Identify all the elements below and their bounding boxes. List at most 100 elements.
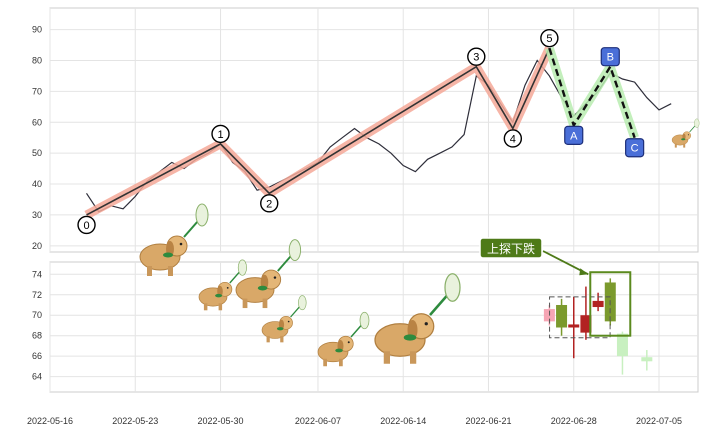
dog-eye — [347, 341, 350, 344]
dog-net-handle — [277, 255, 292, 272]
dog-leg — [323, 358, 327, 367]
wave-point-label: 1 — [217, 129, 223, 141]
dog-eye — [273, 276, 277, 279]
wave-point-circle — [260, 194, 279, 213]
wave-point-label: 2 — [266, 198, 272, 210]
dog-scarf — [403, 334, 417, 341]
wave-point-box — [600, 47, 620, 67]
dog-leg — [683, 143, 686, 148]
wave-point-label: 3 — [473, 52, 479, 64]
dog-scarf — [257, 285, 268, 291]
callout-box — [479, 237, 543, 259]
bottom-y-tick-label: 74 — [32, 269, 42, 279]
bottom-y-tick-label: 64 — [32, 372, 42, 382]
candle-body — [592, 300, 604, 308]
dog-leg — [410, 351, 417, 364]
dog-net-handle — [290, 306, 301, 318]
dog-leg — [218, 303, 223, 311]
x-tick-label: 2022-07-05 — [636, 416, 682, 426]
dog-net — [444, 273, 461, 302]
dog-leg — [280, 335, 284, 343]
decorative-dog-stickers — [139, 118, 700, 367]
impulse-wave-line — [86, 47, 551, 216]
callout: 上探下跌 — [479, 237, 543, 259]
wave-point-circle — [503, 129, 523, 148]
dog-net-handle — [229, 271, 241, 284]
x-tick-label: 2022-06-21 — [465, 416, 511, 426]
candle-body — [616, 333, 628, 357]
dog-eye — [226, 286, 229, 289]
dog-sticker-icon — [374, 273, 461, 364]
wave-point-circle — [467, 47, 486, 66]
dog-net-handle — [350, 324, 363, 338]
dog-leg — [203, 303, 208, 311]
dog-scarf — [335, 348, 343, 353]
candle-body — [568, 324, 580, 328]
bottom-panel: 64 66 68 70 72 74 — [32, 250, 699, 393]
dog-eye — [424, 322, 428, 326]
top-y-tick-label: 70 — [32, 86, 42, 96]
dog-leg — [339, 358, 343, 367]
bottom-panel-frame — [49, 261, 699, 393]
dog-net-handle — [183, 220, 199, 238]
wave-point-label: 0 — [83, 220, 89, 232]
dog-scarf — [163, 252, 173, 258]
x-tick-label: 2022-06-14 — [380, 416, 426, 426]
dog-net-handle — [689, 125, 696, 133]
wave-point-label: A — [570, 130, 578, 142]
top-y-tick-label: 50 — [32, 148, 42, 158]
x-tick-label: 2022-06-07 — [295, 416, 341, 426]
wave-point-circle — [540, 28, 559, 48]
dog-leg — [168, 266, 173, 276]
dog-leg — [262, 298, 268, 309]
wave-point-label: 4 — [510, 133, 516, 145]
wave-point-circle — [77, 215, 96, 235]
dog-sticker-icon — [139, 203, 209, 276]
dog-eye — [687, 134, 689, 136]
x-tick-label: 2022-05-23 — [112, 416, 158, 426]
dog-net-handle — [429, 294, 449, 316]
top-y-tick-label: 80 — [32, 56, 42, 66]
dog-scarf — [215, 293, 223, 298]
wave-point-label: B — [607, 52, 614, 64]
corrective-wave-line — [548, 47, 636, 139]
x-axis: 2022-05-16 2022-05-23 2022-05-30 2022-06-07… — [27, 416, 682, 426]
bottom-y-tick-label: 70 — [32, 310, 42, 320]
top-y-tick-label: 40 — [32, 179, 42, 189]
wave-point-label: C — [631, 143, 639, 155]
dog-leg — [242, 298, 248, 309]
candle-body — [580, 315, 592, 333]
bottom-y-tick-label: 68 — [32, 331, 42, 341]
bottom-y-tick-label: 72 — [32, 290, 42, 300]
wave-point-box — [564, 125, 584, 145]
dog-sticker-icon — [198, 259, 247, 311]
bottom-y-tick-label: 66 — [32, 351, 42, 361]
dog-net — [237, 259, 247, 276]
dog-scarf — [681, 138, 686, 141]
dog-sticker-icon — [671, 118, 700, 148]
pattern-box-dashed — [549, 296, 611, 339]
dog-net — [195, 203, 209, 227]
dog-leg — [266, 335, 270, 343]
candle-body — [641, 357, 653, 362]
dog-net — [359, 311, 370, 330]
dog-sticker-icon — [317, 311, 370, 367]
top-y-tick-label: 90 — [32, 25, 42, 35]
pattern-box-highlight — [589, 271, 632, 337]
top-y-tick-label: 30 — [32, 210, 42, 220]
wave-point-label: 5 — [546, 33, 552, 45]
callout-label: 上探下跌 — [487, 241, 535, 256]
dog-eye — [179, 242, 183, 246]
wave-point-circle — [211, 124, 230, 144]
dog-net — [288, 239, 302, 262]
candle-body — [556, 304, 568, 328]
top-y-tick-label: 20 — [32, 241, 42, 251]
dog-sticker-icon — [261, 295, 307, 343]
top-panel: 20 30 40 50 60 70 80 90 0 1 2 3 4 5 A B C — [32, 7, 699, 253]
callout-arrow-head — [579, 268, 589, 276]
dog-leg — [383, 351, 390, 364]
dog-leg — [674, 143, 677, 148]
dog-net — [298, 295, 307, 311]
x-tick-label: 2022-05-16 — [27, 416, 73, 426]
